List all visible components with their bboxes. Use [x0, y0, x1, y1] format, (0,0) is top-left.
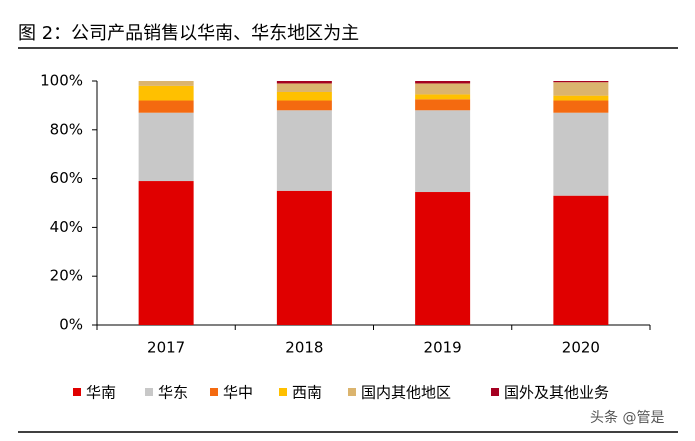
legend-label: 国外及其他业务 [504, 384, 609, 402]
bar-segment [276, 100, 332, 111]
bar-segment [553, 95, 609, 101]
legend-label: 西南 [292, 384, 322, 402]
bar-segment [138, 81, 194, 86]
watermark: 头条 @管是 [590, 409, 664, 426]
bar-segment [553, 82, 609, 96]
bar-segment [553, 81, 609, 83]
bar-segment [276, 83, 332, 92]
chart-title: 图 2：公司产品销售以华南、华东地区为主 [18, 23, 359, 44]
x-tick-label: 2018 [285, 339, 323, 357]
x-tick-label: 2019 [424, 339, 462, 357]
legend-swatch [73, 388, 81, 396]
bar-segment [553, 100, 609, 113]
bar-segment [415, 94, 471, 100]
y-tick-label: 0% [59, 316, 83, 334]
bar-segment [276, 190, 332, 325]
bar-segment [553, 195, 609, 325]
y-tick-label: 60% [50, 169, 83, 187]
bar-segment [138, 85, 194, 101]
legend-label: 华南 [86, 384, 116, 402]
legend-swatch [348, 388, 356, 396]
x-tick-label: 2017 [147, 339, 185, 357]
bar-segment [138, 181, 194, 325]
bar-segment [415, 192, 471, 325]
legend-swatch [210, 388, 218, 396]
legend-label: 华中 [223, 384, 253, 402]
y-tick-label: 100% [40, 72, 83, 90]
y-tick-label: 40% [50, 218, 83, 236]
bar-segment [415, 81, 471, 84]
legend-swatch [145, 388, 153, 396]
legend-swatch [491, 388, 499, 396]
bar-segment [276, 81, 332, 84]
bar-segment [415, 83, 471, 95]
bar-segment [276, 91, 332, 101]
legend-swatch [279, 388, 287, 396]
legend-label: 国内其他地区 [361, 384, 451, 402]
bar-segment [553, 112, 609, 196]
bar-segment [276, 110, 332, 191]
bar-segment [138, 100, 194, 113]
x-tick-label: 2020 [562, 339, 600, 357]
y-tick-label: 20% [50, 267, 83, 285]
bar-segment [138, 112, 194, 182]
bar-segment [415, 99, 471, 111]
bar-segment [415, 110, 471, 193]
y-tick-label: 80% [50, 120, 83, 138]
legend-label: 华东 [158, 384, 188, 402]
